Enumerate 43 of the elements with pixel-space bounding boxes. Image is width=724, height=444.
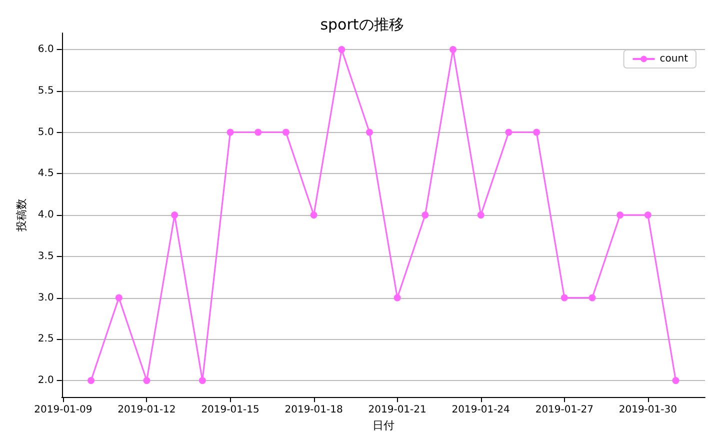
- y-tick-label: 2.5: [38, 334, 54, 345]
- x-tick-label: 2019-01-09: [34, 404, 92, 416]
- point: [226, 128, 234, 136]
- point: [477, 212, 484, 219]
- point: [310, 212, 318, 219]
- x-tick-label: 2019-01-15: [201, 404, 260, 416]
- point: [644, 212, 652, 219]
- x-tick-label: 2019-01-18: [284, 404, 343, 416]
- y-axis-title: 投稿数: [15, 198, 28, 233]
- x-tick-label: 2019-01-30: [618, 404, 677, 416]
- point: [115, 294, 122, 302]
- point: [88, 377, 95, 384]
- point: [282, 128, 290, 136]
- point: [254, 128, 262, 136]
- point: [338, 46, 346, 54]
- y-tick-label: 5.0: [38, 126, 54, 138]
- point: [616, 212, 624, 219]
- point: [505, 128, 512, 136]
- y-tick-label: 2.0: [38, 375, 54, 386]
- point: [366, 128, 373, 136]
- chart-title: sportの推移: [320, 16, 404, 34]
- point: [171, 212, 178, 219]
- point: [560, 294, 568, 302]
- x-tick-label: 2019-01-27: [535, 404, 594, 416]
- y-tick-label: 3.0: [38, 292, 54, 304]
- legend-label: count: [660, 54, 688, 64]
- y-tick-label: 6.0: [38, 44, 54, 56]
- y-tick-label: 5.5: [38, 85, 54, 96]
- y-tick-label: 3.5: [38, 250, 54, 262]
- point: [672, 377, 680, 384]
- y-tick-label: 4.5: [38, 168, 54, 180]
- x-tick-label: 2019-01-21: [368, 404, 426, 416]
- point: [422, 212, 429, 219]
- point: [394, 294, 401, 302]
- x-tick-label: 2019-01-24: [452, 404, 510, 416]
- x-tick-label: 2019-01-12: [118, 404, 176, 416]
- point: [533, 128, 540, 136]
- point: [588, 294, 596, 302]
- y-tick-label: 4.0: [38, 210, 54, 221]
- point: [450, 46, 457, 54]
- point: [198, 377, 206, 384]
- x-axis-title: 日付: [372, 419, 394, 432]
- point: [143, 377, 150, 384]
